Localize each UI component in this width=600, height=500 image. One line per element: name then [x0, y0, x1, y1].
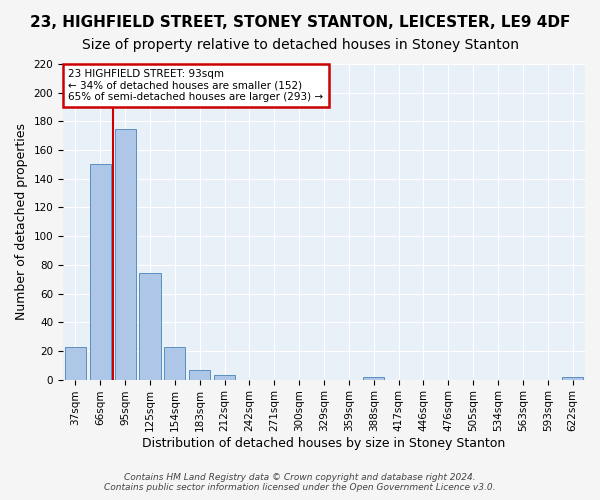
- Bar: [139, 274, 161, 380]
- Text: Size of property relative to detached houses in Stoney Stanton: Size of property relative to detached ho…: [82, 38, 518, 52]
- Y-axis label: Number of detached properties: Number of detached properties: [15, 124, 28, 320]
- Bar: [90, 164, 111, 380]
- Bar: [164, 346, 185, 380]
- Bar: [363, 376, 384, 380]
- Bar: [65, 346, 86, 380]
- X-axis label: Distribution of detached houses by size in Stoney Stanton: Distribution of detached houses by size …: [142, 437, 506, 450]
- Bar: [115, 128, 136, 380]
- Bar: [189, 370, 210, 380]
- Text: 23, HIGHFIELD STREET, STONEY STANTON, LEICESTER, LE9 4DF: 23, HIGHFIELD STREET, STONEY STANTON, LE…: [30, 15, 570, 30]
- Bar: [214, 376, 235, 380]
- Text: Contains HM Land Registry data © Crown copyright and database right 2024.
Contai: Contains HM Land Registry data © Crown c…: [104, 473, 496, 492]
- Bar: [562, 376, 583, 380]
- Text: 23 HIGHFIELD STREET: 93sqm
← 34% of detached houses are smaller (152)
65% of sem: 23 HIGHFIELD STREET: 93sqm ← 34% of deta…: [68, 68, 323, 102]
